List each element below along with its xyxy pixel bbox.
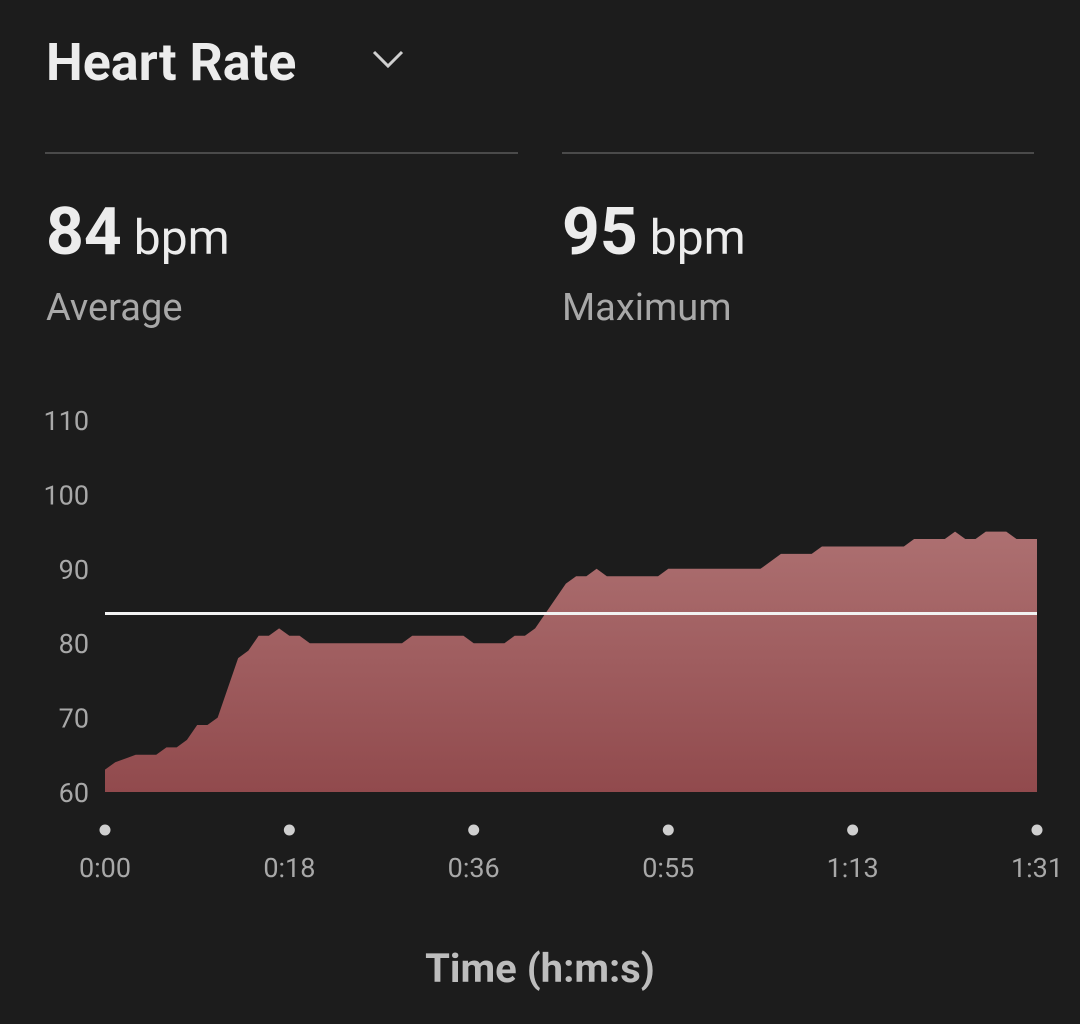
- y-tick-label: 90: [59, 554, 89, 586]
- stat-value: 84 bpm: [46, 194, 230, 271]
- y-tick-label: 70: [59, 703, 89, 735]
- stat-number: 95: [562, 194, 638, 271]
- stat-label: Maximum: [562, 286, 732, 330]
- x-tick-dot: [847, 824, 859, 836]
- stat-unit: bpm: [650, 209, 746, 266]
- x-tick-label: 0:36: [448, 852, 500, 884]
- y-tick-label: 60: [59, 777, 89, 809]
- x-tick-dot: [468, 824, 480, 836]
- x-tick-label: 1:31: [1011, 852, 1063, 884]
- title: Heart Rate: [46, 32, 296, 93]
- stat-number: 84: [46, 194, 122, 271]
- stat-label: Average: [46, 286, 182, 330]
- x-axis-title: Time (h:m:s): [425, 945, 655, 992]
- y-tick-label: 80: [59, 628, 89, 660]
- area: [105, 531, 1037, 792]
- plot: 60 70 80 90 100 110 0:00 0:18 0:36 0:55 1:13 1:31: [43, 405, 1063, 884]
- x-tick-label: 0:18: [263, 852, 315, 884]
- dropdown-chevron[interactable]: [372, 50, 404, 69]
- x-tick-dot: [283, 824, 295, 836]
- x-tick-dot: [1031, 824, 1043, 836]
- x-tick-label: 0:55: [642, 852, 694, 884]
- stat-unit: bpm: [134, 209, 230, 266]
- y-tick-label: 110: [43, 405, 89, 437]
- x-tick-dot: [99, 824, 111, 836]
- y-tick-label: 100: [43, 479, 89, 511]
- x-tick-dot: [662, 824, 674, 836]
- x-tick-label: 1:13: [827, 852, 879, 884]
- stat-value: 95 bpm: [562, 194, 746, 271]
- x-tick-label: 0:00: [79, 852, 131, 884]
